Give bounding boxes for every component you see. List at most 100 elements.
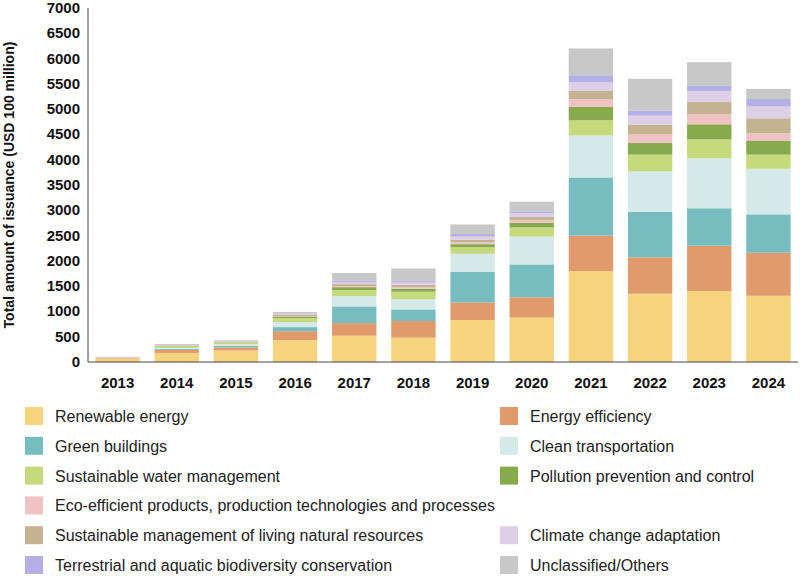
bar-segment [273, 316, 317, 318]
bar-segment [628, 143, 672, 155]
x-axis-line [88, 362, 798, 363]
bar-segment [214, 341, 258, 342]
bar-segment [628, 212, 672, 258]
bar-segment [391, 268, 435, 281]
x-tick-label: 2024 [752, 374, 786, 391]
bar-segment [569, 236, 613, 271]
bar-segment [332, 336, 376, 362]
bar-segment [746, 214, 790, 252]
bar-segment [569, 82, 613, 91]
bar-segment [95, 357, 139, 359]
bar-segment [628, 111, 672, 116]
bar-segment [214, 350, 258, 362]
legend-swatch [500, 556, 518, 574]
bar-segment [628, 134, 672, 143]
legend-swatch [25, 467, 43, 485]
bar-segment [273, 315, 317, 316]
y-tick-label: 7000 [47, 0, 80, 16]
legend-label: Clean transportation [530, 438, 674, 455]
y-tick-label: 6000 [47, 50, 80, 67]
bar-segment [95, 357, 139, 358]
legend-label: Unclassified/Others [530, 557, 669, 574]
bar-segment [332, 281, 376, 283]
bar-segment [628, 125, 672, 135]
bar-segment [95, 357, 139, 358]
bar-segment [273, 322, 317, 327]
legend-label: Pollution prevention and control [530, 468, 754, 485]
bar-segment [214, 343, 258, 345]
bar-segment [687, 102, 731, 114]
bar-segment [155, 345, 199, 346]
y-tick-label: 5000 [47, 100, 80, 117]
y-tick-label: 0 [72, 353, 80, 370]
legend-swatch [25, 437, 43, 455]
bar-segment [155, 353, 199, 362]
bar-segment [746, 99, 790, 107]
legend-label: Energy efficiency [530, 408, 652, 425]
y-tick-label: 500 [55, 328, 80, 345]
x-tick-label: 2019 [456, 374, 489, 391]
y-tick-label: 1500 [47, 277, 80, 294]
bar-segment [332, 284, 376, 286]
bar-segment [569, 107, 613, 121]
bar-segment [273, 312, 317, 314]
bar-segment [450, 272, 494, 302]
bar-segment [746, 141, 790, 155]
bar-segment [510, 237, 554, 265]
x-tick-label: 2018 [397, 374, 430, 391]
x-tick-label: 2017 [338, 374, 371, 391]
y-tick-label: 4500 [47, 125, 80, 142]
bar-segment [155, 349, 199, 350]
x-tick-label: 2015 [219, 374, 252, 391]
legend-swatch [500, 467, 518, 485]
bar-segment [450, 242, 494, 244]
bar-segment [332, 287, 376, 290]
bar-segment [687, 124, 731, 139]
bar-segment [214, 342, 258, 344]
bar-segment [273, 314, 317, 315]
bar-segment [214, 347, 258, 350]
x-tick-label: 2023 [693, 374, 726, 391]
bars [95, 48, 790, 362]
x-tick-label: 2022 [633, 374, 666, 391]
bar-segment [155, 345, 199, 346]
bar-segment [95, 356, 139, 358]
bar-segment [510, 211, 554, 213]
bar-segment [628, 116, 672, 125]
bar-segment [95, 357, 139, 358]
bar-segment [746, 118, 790, 133]
legend-swatch [500, 526, 518, 544]
legend-swatch [500, 437, 518, 455]
bar-segment [510, 220, 554, 223]
bar-segment [510, 317, 554, 362]
bar-segment [628, 294, 672, 362]
legend-label: Sustainable water management [55, 468, 281, 485]
bar-segment [687, 208, 731, 245]
bar-segment [569, 91, 613, 99]
x-tick-label: 2013 [101, 374, 134, 391]
bar-segment [391, 338, 435, 362]
bar-segment [628, 155, 672, 172]
bar-segment [155, 350, 199, 353]
bar-segment [687, 86, 731, 91]
chart: 0500100015002000250030003500400045005000… [0, 0, 800, 578]
bar-segment [510, 264, 554, 297]
bar-segment [95, 358, 139, 362]
bar-segment [95, 357, 139, 358]
legend-label: Eco-efficient products, production techn… [55, 497, 495, 514]
bar-segment [450, 320, 494, 362]
bar-segment [273, 318, 317, 322]
legend-swatch [500, 407, 518, 425]
y-tick-label: 3500 [47, 176, 80, 193]
bar-segment [273, 315, 317, 317]
bar-segment [569, 271, 613, 362]
legend-swatch [25, 407, 43, 425]
bar-segment [450, 224, 494, 234]
legend-label: Terrestrial and aquatic biodiversity con… [55, 557, 392, 574]
x-tick-label: 2020 [515, 374, 548, 391]
bar-segment [569, 75, 613, 82]
legend-swatch [25, 556, 43, 574]
bar-segment [214, 344, 258, 346]
legend-swatch [25, 526, 43, 544]
legend-label: Renewable energy [55, 408, 188, 425]
